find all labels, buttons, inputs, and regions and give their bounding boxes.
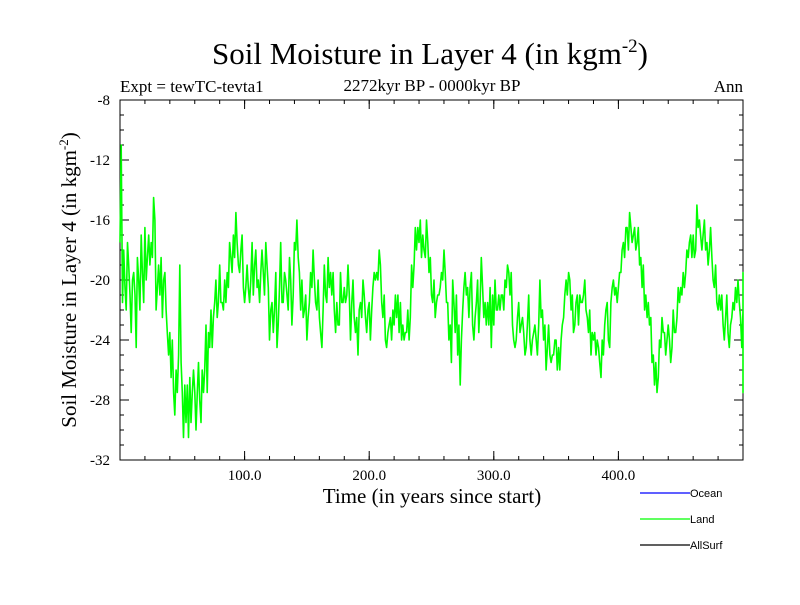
y-tick-label: -32 [90,453,110,469]
legend: Ocean Land AllSurf [640,488,723,552]
period-label: Ann [714,77,744,96]
legend-label-allsurf: AllSurf [690,540,723,552]
y-tick-label: -20 [90,273,110,289]
x-tick-label: 300.0 [477,468,511,484]
chart-title-close: ) [638,36,648,71]
legend-label-ocean: Ocean [690,488,722,500]
x-tick-label: 200.0 [352,468,386,484]
y-tick-label: -12 [90,153,110,169]
legend-label-land: Land [690,514,714,526]
axis-ticks: 100.0 200.0 300.0 400.0 -8 -12 -16 -20 -24 -28 -32 [90,93,743,484]
series-layer [119,144,744,439]
y-tick-label: -16 [90,213,110,229]
chart-title-main: Soil Moisture in Layer 4 (in kgm [212,36,622,71]
chart-title-exponent: -2 [622,36,638,57]
series-line-land [119,144,744,439]
x-tick-label: 400.0 [602,468,636,484]
y-axis-label-main: Soil Moisture in Layer 4 (in kgm [57,150,81,428]
chart-subtitle: 2272kyr BP - 0000kyr BP [344,76,521,95]
y-axis-label-close: ) [57,132,81,139]
y-tick-label: -24 [90,333,110,349]
chart-title: Soil Moisture in Layer 4 (in kgm-2) [212,36,648,71]
y-tick-label: -8 [98,93,111,109]
x-axis-label: Time (in years since start) [323,484,542,508]
y-tick-label: -28 [90,393,110,409]
y-axis-label: Soil Moisture in Layer 4 (in kgm-2) [56,132,81,427]
y-axis-label-exponent: -2 [56,139,71,150]
expt-label: Expt = tewTC-tevta1 [120,77,264,96]
x-tick-label: 100.0 [228,468,262,484]
